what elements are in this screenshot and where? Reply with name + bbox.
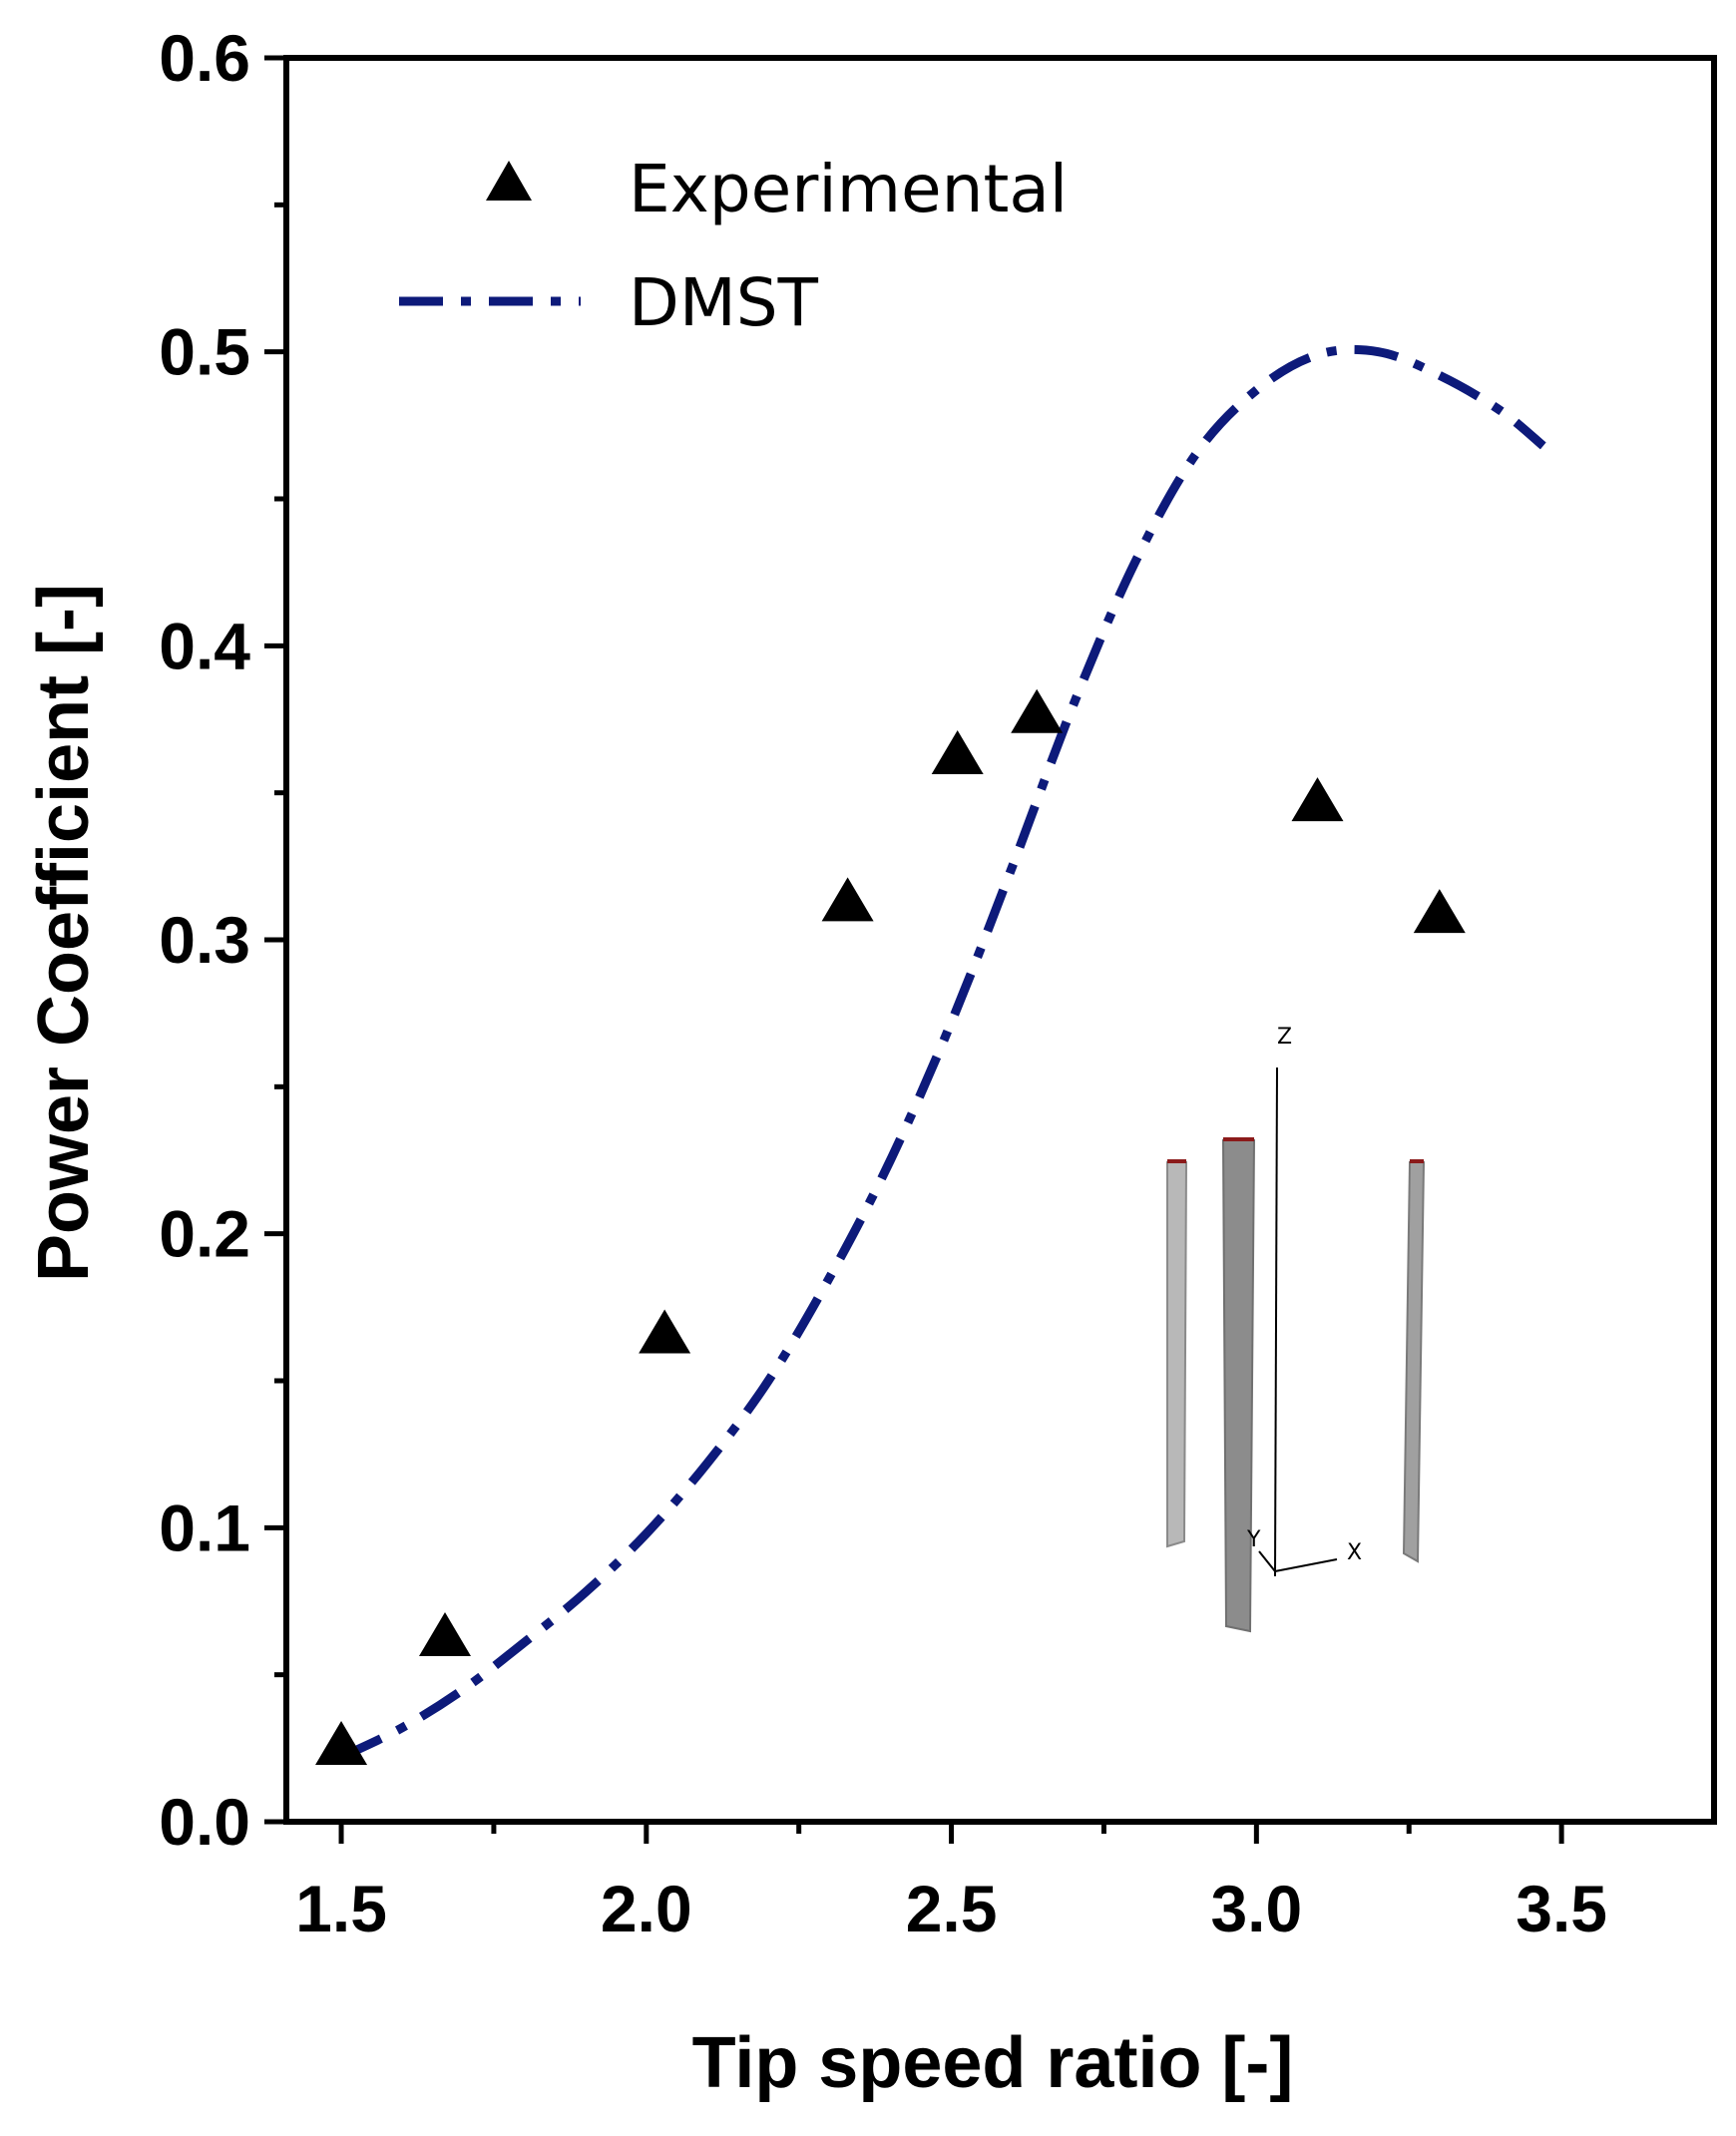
y-tick-label: 0.6 bbox=[159, 21, 250, 95]
axis-ticks bbox=[264, 55, 1564, 1844]
turbine-blade-inset: Z Y X bbox=[1166, 1025, 1426, 1633]
inset-y-label: Y bbox=[1246, 1527, 1261, 1552]
legend: Experimental DMST bbox=[399, 151, 1068, 341]
plot-frame bbox=[283, 55, 1717, 1825]
inset-y-axis bbox=[1258, 1550, 1276, 1572]
legend-dmst-label: DMST bbox=[629, 264, 819, 341]
y-tick-label: 0.0 bbox=[159, 1785, 250, 1859]
experimental-point bbox=[315, 1721, 368, 1766]
experimental-point bbox=[419, 1612, 471, 1657]
y-tick-label: 0.2 bbox=[159, 1197, 250, 1271]
y-tick-label: 0.1 bbox=[159, 1491, 250, 1564]
y-tick-label: 0.3 bbox=[159, 903, 250, 977]
blade-center bbox=[1221, 1139, 1256, 1633]
experimental-series-markers bbox=[315, 688, 1466, 1766]
x-tick-label: 3.0 bbox=[1210, 1872, 1302, 1945]
experimental-point bbox=[639, 1309, 691, 1354]
dmst-series-line bbox=[339, 344, 1546, 1762]
legend-experimental-marker bbox=[486, 161, 532, 201]
axis-tick-labels: 0.0 0.1 0.2 0.3 0.4 0.5 0.6 1.5 2.0 2.5 3.0 3.5 bbox=[159, 21, 1607, 1945]
x-tick-label: 3.5 bbox=[1516, 1872, 1607, 1945]
inset-x-label: X bbox=[1347, 1540, 1362, 1565]
y-axis-title: Power Coefficient [-] bbox=[24, 584, 104, 1282]
y-tick-label: 0.4 bbox=[159, 609, 250, 682]
inset-z-label: Z bbox=[1277, 1025, 1292, 1050]
experimental-point bbox=[1413, 889, 1466, 934]
x-tick-label: 2.0 bbox=[601, 1872, 692, 1945]
inset-x-axis bbox=[1274, 1558, 1338, 1572]
inset-z-axis bbox=[1274, 1067, 1278, 1577]
experimental-point bbox=[1291, 777, 1344, 822]
x-tick-label: 1.5 bbox=[295, 1872, 387, 1945]
x-tick-label: 2.5 bbox=[906, 1872, 998, 1945]
legend-experimental-label: Experimental bbox=[629, 151, 1068, 227]
blade-right bbox=[1402, 1161, 1426, 1563]
y-tick-label: 0.5 bbox=[159, 315, 250, 389]
experimental-point bbox=[821, 877, 874, 922]
x-axis-title: Tip speed ratio [-] bbox=[692, 2023, 1294, 2103]
experimental-point bbox=[1011, 688, 1064, 733]
blade-left bbox=[1166, 1161, 1188, 1548]
experimental-point bbox=[931, 730, 984, 775]
